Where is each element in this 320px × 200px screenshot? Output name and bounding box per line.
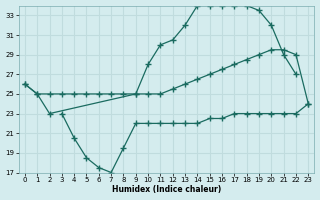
X-axis label: Humidex (Indice chaleur): Humidex (Indice chaleur) <box>112 185 221 194</box>
